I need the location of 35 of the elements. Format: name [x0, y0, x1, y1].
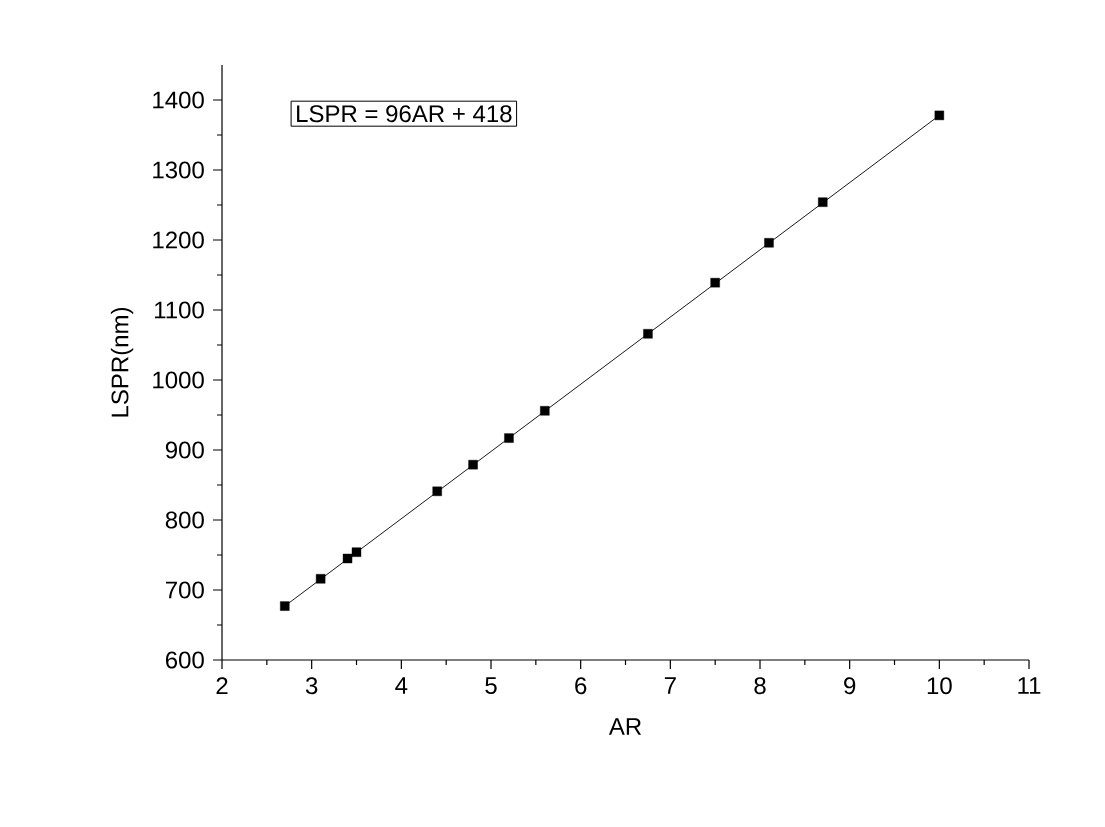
y-tick-label: 1400: [153, 91, 204, 109]
x-tick-label: 10: [927, 677, 952, 695]
x-axis-title: AR: [608, 718, 642, 735]
point: [818, 197, 828, 207]
point: [540, 406, 550, 416]
y-axis-title: LSPR(nm): [110, 307, 134, 417]
point: [643, 329, 653, 339]
x-tick-label: 8: [754, 677, 766, 695]
x-tick-label: 6: [575, 677, 587, 695]
point: [432, 486, 442, 496]
x-tick-label: 11: [1018, 677, 1041, 694]
x-tick-label: 2: [216, 677, 228, 694]
point: [315, 574, 326, 584]
y-tick-label: 800: [165, 511, 204, 529]
y-tick-label: 700: [166, 581, 204, 599]
x-tick-label: 4: [395, 677, 408, 694]
x-tick-label: 5: [485, 677, 497, 694]
point: [934, 110, 945, 121]
y-tick-label: 1000: [153, 371, 204, 389]
point: [342, 553, 353, 564]
x-tick-label: 9: [844, 677, 856, 695]
y-tick-label: 1100: [155, 301, 204, 319]
y-tick-label: 600: [165, 651, 204, 669]
point: [764, 238, 774, 248]
y-tick-label: 1200: [153, 231, 204, 249]
x-tick-label: 7: [664, 677, 676, 694]
x-tick-label: 3: [305, 677, 318, 695]
point: [504, 433, 514, 443]
y-tick-label: 1300: [153, 161, 204, 179]
annotation: LSPR = 96AR + 418: [297, 105, 512, 123]
point: [710, 277, 720, 288]
point: [280, 601, 290, 611]
point: [468, 459, 478, 470]
point: [351, 547, 362, 557]
y-tick-label: 900: [165, 441, 204, 459]
